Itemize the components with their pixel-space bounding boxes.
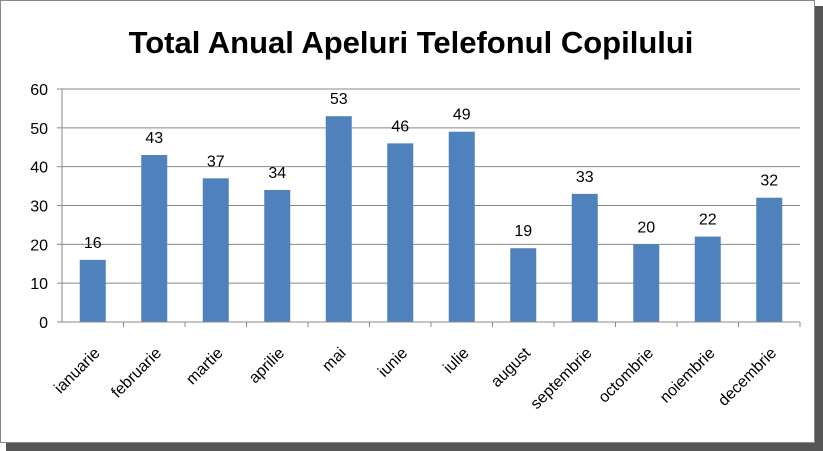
chart-title: Total Anual Apeluri Telefonul Copilului [129, 25, 694, 60]
bar [448, 131, 475, 322]
data-label: 32 [760, 173, 778, 190]
bar [694, 236, 721, 322]
y-tick-label: 20 [30, 237, 48, 254]
y-tick-label: 10 [30, 276, 48, 293]
data-label: 19 [514, 223, 532, 240]
bar [141, 155, 168, 322]
bar [325, 116, 352, 322]
data-label: 34 [268, 165, 286, 182]
y-tick-label: 30 [30, 199, 48, 216]
y-tick-label: 50 [30, 121, 48, 138]
y-tick-label: 40 [30, 160, 48, 177]
data-label: 53 [330, 91, 348, 108]
data-label: 37 [207, 153, 225, 170]
shadow [6, 443, 823, 451]
data-label: 49 [453, 107, 471, 124]
bar [387, 143, 414, 322]
bar [510, 248, 537, 322]
data-label: 20 [637, 219, 655, 236]
data-label: 16 [84, 235, 102, 252]
data-label: 22 [699, 212, 717, 229]
shadow [815, 6, 823, 451]
bar [79, 259, 106, 322]
bar [571, 193, 598, 322]
data-label: 46 [391, 118, 409, 135]
bar [202, 178, 229, 322]
y-tick-label: 0 [39, 315, 48, 332]
bar [756, 197, 783, 322]
data-label: 33 [576, 169, 594, 186]
bar [264, 189, 291, 322]
y-tick-label: 60 [30, 82, 48, 99]
bar [633, 244, 660, 322]
data-label: 43 [145, 130, 163, 147]
